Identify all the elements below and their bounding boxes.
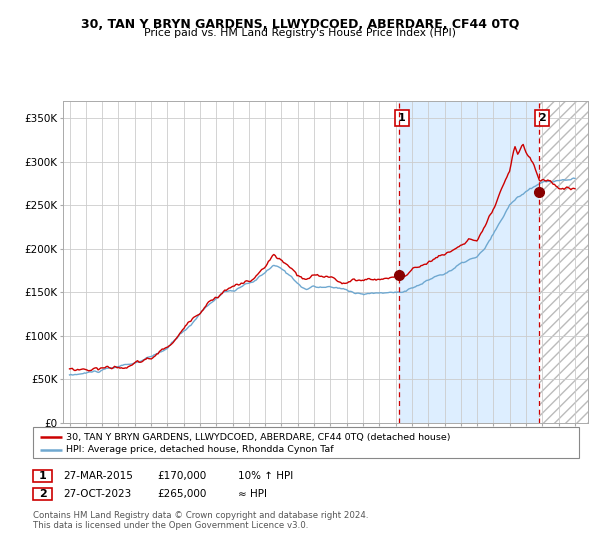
Text: 30, TAN Y BRYN GARDENS, LLWYDCOED, ABERDARE, CF44 0TQ (detached house): 30, TAN Y BRYN GARDENS, LLWYDCOED, ABERD… (66, 433, 451, 442)
Text: £265,000: £265,000 (157, 489, 206, 499)
Text: Contains HM Land Registry data © Crown copyright and database right 2024.
This d: Contains HM Land Registry data © Crown c… (33, 511, 368, 530)
Bar (400, 101, 539, 423)
Text: 1: 1 (398, 113, 406, 123)
Text: £170,000: £170,000 (157, 471, 206, 481)
Text: 2: 2 (39, 489, 46, 499)
Bar (539, 101, 588, 423)
Text: 1: 1 (39, 471, 46, 481)
Text: 2: 2 (538, 113, 546, 123)
Text: 30, TAN Y BRYN GARDENS, LLWYDCOED, ABERDARE, CF44 0TQ: 30, TAN Y BRYN GARDENS, LLWYDCOED, ABERD… (81, 18, 519, 31)
Text: Price paid vs. HM Land Registry's House Price Index (HPI): Price paid vs. HM Land Registry's House … (144, 28, 456, 38)
Text: ≈ HPI: ≈ HPI (238, 489, 267, 499)
Text: 27-MAR-2015: 27-MAR-2015 (63, 471, 133, 481)
Text: HPI: Average price, detached house, Rhondda Cynon Taf: HPI: Average price, detached house, Rhon… (66, 445, 334, 454)
Text: 27-OCT-2023: 27-OCT-2023 (63, 489, 131, 499)
Text: 10% ↑ HPI: 10% ↑ HPI (238, 471, 293, 481)
